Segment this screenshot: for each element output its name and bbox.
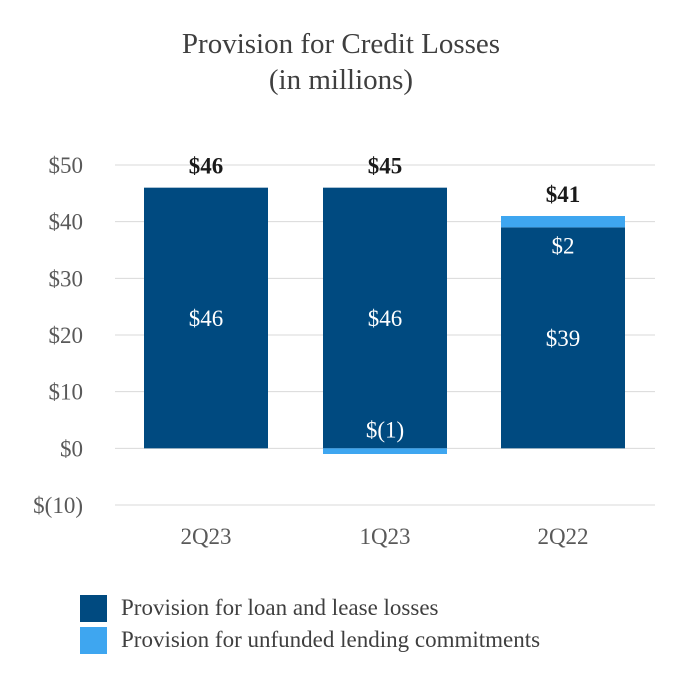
bar-loan-lease <box>323 187 447 449</box>
bar-unfunded <box>501 216 625 228</box>
total-label: $41 <box>546 182 581 207</box>
y-tick-label: $0 <box>60 436 83 461</box>
bar-loan-lease <box>501 227 625 449</box>
total-label: $46 <box>189 154 224 179</box>
data-label-loan-lease: $46 <box>189 306 224 331</box>
chart-title-block: Provision for Credit Losses (in millions… <box>0 26 682 98</box>
y-tick-label: $20 <box>49 323 84 348</box>
legend-swatch-loan-lease <box>80 594 107 622</box>
x-tick-label: 1Q23 <box>359 524 410 549</box>
chart-subtitle: (in millions) <box>268 64 414 96</box>
y-tick-label: $(10) <box>33 493 83 518</box>
data-label-loan-lease: $39 <box>546 326 581 351</box>
bar-unfunded <box>323 448 447 454</box>
x-tick-label: 2Q23 <box>180 524 231 549</box>
legend-label-loan-lease: Provision for loan and lease losses <box>121 595 439 620</box>
y-tick-label: $40 <box>49 210 84 235</box>
bar-loan-lease <box>144 187 268 449</box>
y-tick-label: $30 <box>49 266 84 291</box>
bar-chart: $50 $40 $30 $20 $10 $0 $(10) 2Q23 1Q23 2Q22 $46 $46… <box>33 153 655 549</box>
legend-swatch-unfunded <box>80 626 107 654</box>
legend-item-unfunded: Provision for unfunded lending commitmen… <box>80 624 540 656</box>
y-tick-label: $10 <box>49 380 84 405</box>
data-label-unfunded: $(1) <box>366 417 404 442</box>
legend-label-unfunded: Provision for unfunded lending commitmen… <box>121 627 541 652</box>
data-label-loan-lease: $46 <box>368 306 403 331</box>
total-label: $45 <box>368 154 403 179</box>
chart-title: Provision for Credit Losses <box>181 28 501 60</box>
data-label-unfunded: $2 <box>552 233 575 258</box>
legend: Provision for loan and lease losses Prov… <box>80 592 540 656</box>
y-tick-label: $50 <box>49 153 84 178</box>
legend-item-loan-lease: Provision for loan and lease losses <box>80 592 540 624</box>
x-tick-label: 2Q22 <box>537 524 588 549</box>
